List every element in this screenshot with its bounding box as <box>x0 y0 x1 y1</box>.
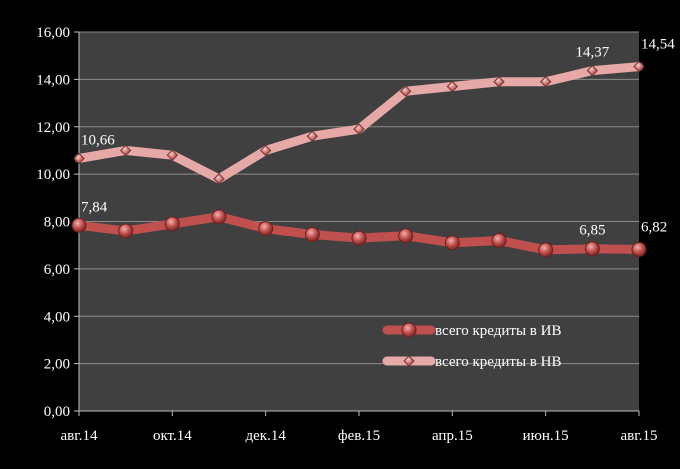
data-point <box>211 209 227 225</box>
data-point <box>259 144 272 157</box>
data-label: 7,84 <box>81 199 108 215</box>
data-point <box>586 64 599 77</box>
y-tick-label: 12,00 <box>36 120 70 136</box>
data-label: 6,82 <box>641 219 667 235</box>
legend: всего кредиты в ИВ всего кредиты в НВ <box>382 322 561 370</box>
data-point <box>166 149 179 161</box>
legend-entry: всего кредиты в ИВ <box>382 322 561 339</box>
data-point <box>258 221 274 237</box>
data-point <box>491 232 507 248</box>
data-label: 14,37 <box>575 45 609 61</box>
legend-label: всего кредиты в ИВ <box>435 323 561 339</box>
data-point <box>304 227 320 243</box>
data-point <box>213 173 225 185</box>
data-point <box>446 80 459 93</box>
data-point <box>633 60 645 73</box>
data-label: 14,54 <box>641 37 675 53</box>
data-point <box>118 223 134 239</box>
data-point <box>399 85 412 97</box>
data-point <box>584 241 600 257</box>
y-tick-label: 10,00 <box>36 167 70 183</box>
data-point <box>631 241 647 257</box>
data-point <box>444 235 460 251</box>
x-tick-label: апр.15 <box>432 428 473 444</box>
series-iv <box>71 209 647 258</box>
y-tick-label: 16,00 <box>36 25 70 41</box>
y-tick-label: 14,00 <box>36 72 70 88</box>
data-point <box>71 217 87 233</box>
data-point <box>538 242 554 258</box>
y-tick-label: 2,00 <box>44 357 70 373</box>
data-point <box>351 230 367 246</box>
series-nv <box>73 60 645 185</box>
data-point <box>164 216 180 232</box>
x-tick-label: авг.15 <box>621 428 658 444</box>
legend-marker <box>401 322 417 338</box>
x-tick-label: дек.14 <box>246 428 287 444</box>
y-tick-label: 6,00 <box>44 262 70 278</box>
y-tick-label: 0,00 <box>44 404 70 420</box>
x-tick-label: июн.15 <box>523 428 569 444</box>
y-tick-label: 8,00 <box>44 215 70 231</box>
data-point <box>73 152 85 165</box>
data-point <box>398 228 414 244</box>
x-tick-label: фев.15 <box>338 428 380 444</box>
data-point <box>539 76 552 88</box>
y-tick-label: 4,00 <box>44 309 70 325</box>
legend-label: всего кредиты в НВ <box>435 354 561 370</box>
data-label: 6,85 <box>579 223 605 239</box>
x-tick-label: окт.14 <box>153 428 192 444</box>
y-axis-tick-labels: 0,00 2,00 4,00 6,00 8,00 10,00 12,00 14,00 16,00 <box>36 25 70 420</box>
data-labels: 7,84 6,85 6,82 10,66 14,37 14,54 <box>81 37 675 239</box>
data-point <box>119 144 132 157</box>
data-point <box>493 76 505 88</box>
legend-entry: всего кредиты в НВ <box>382 354 561 370</box>
series <box>71 60 647 258</box>
legend-marker <box>403 355 415 367</box>
x-tick-label: авг.14 <box>61 428 98 444</box>
data-label: 10,66 <box>81 132 115 148</box>
data-point <box>306 130 319 142</box>
x-axis-tick-labels: авг.14 окт.14 дек.14 фев.15 апр.15 июн.15 авг.… <box>61 411 658 444</box>
data-point <box>353 123 365 135</box>
